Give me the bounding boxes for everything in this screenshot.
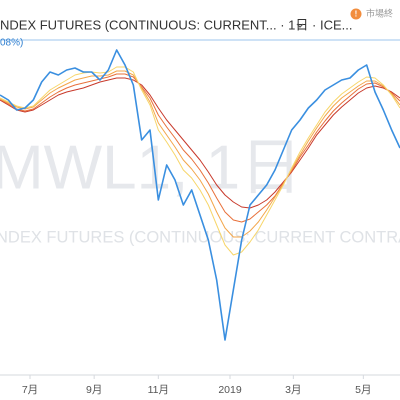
watermark-subtitle: NDEX FUTURES (CONTINUOUS: CURRENT CONTRA… <box>0 228 400 246</box>
x-tick-label: 11月 <box>148 384 169 396</box>
chart-title[interactable]: NDEX FUTURES (CONTINUOUS: CURRENT... · 1… <box>0 17 352 32</box>
status-icon[interactable] <box>350 8 362 20</box>
x-tick-label: 9月 <box>86 384 102 396</box>
market-status: 市場終 <box>366 7 393 18</box>
plot-area <box>0 49 400 341</box>
series-line <box>0 77 400 209</box>
x-tick-label: 7月 <box>22 384 38 396</box>
series-line <box>0 73 400 223</box>
header-bar <box>0 0 400 36</box>
x-tick-label: 3月 <box>285 384 301 396</box>
dropdown-caret[interactable] <box>296 23 304 28</box>
series-line <box>0 49 400 341</box>
x-tick-label: 2019 <box>218 384 242 396</box>
series-line <box>0 66 400 256</box>
series-line <box>0 70 400 238</box>
x-tick-label: 5月 <box>355 384 371 396</box>
status-icon-mark: ! <box>355 10 358 19</box>
price-change-label: 08%) <box>0 38 23 49</box>
